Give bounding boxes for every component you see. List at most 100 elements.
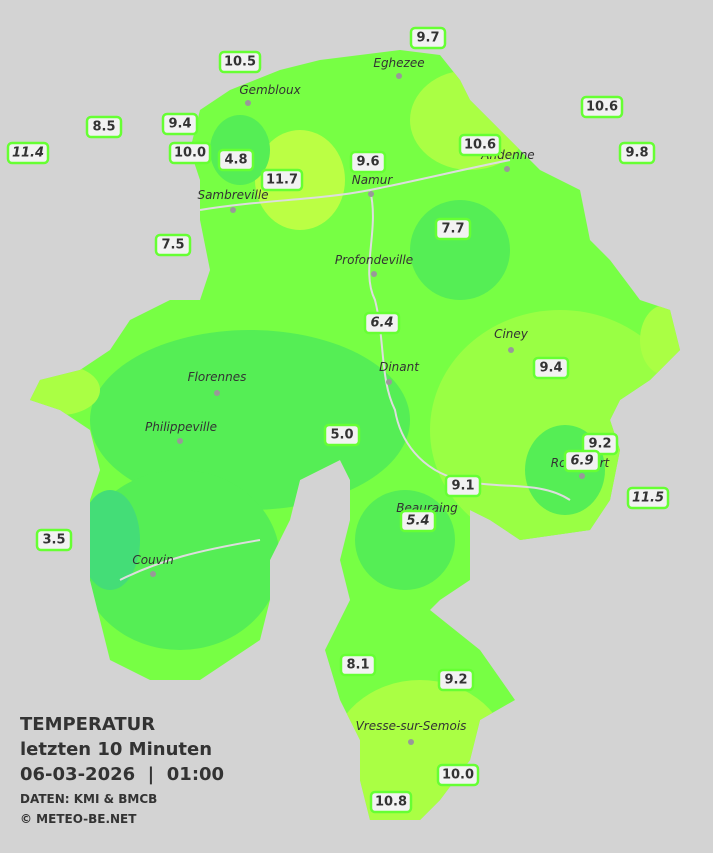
city-label: Sambreville bbox=[197, 188, 268, 202]
station-box bbox=[409, 26, 447, 50]
subtitle: letzten 10 Minuten bbox=[20, 739, 212, 760]
station-value: 8.1 bbox=[346, 658, 369, 673]
station-box bbox=[168, 141, 212, 165]
station-value: 5.4 bbox=[406, 514, 429, 529]
city-label: Ciney bbox=[494, 327, 529, 341]
station-value: 9.2 bbox=[588, 437, 611, 452]
city-label: Gembloux bbox=[239, 83, 301, 97]
station-box bbox=[437, 668, 475, 692]
station-box bbox=[217, 148, 255, 172]
station-value: 10.5 bbox=[224, 55, 256, 70]
station-value: 10.0 bbox=[442, 768, 474, 783]
city-dot bbox=[230, 207, 236, 213]
city-dot bbox=[214, 390, 220, 396]
station-value: 7.5 bbox=[161, 238, 184, 253]
city-dot bbox=[245, 100, 251, 106]
station: 9.1 bbox=[444, 474, 482, 498]
city-label: Florennes bbox=[188, 370, 247, 384]
city-dot bbox=[386, 379, 392, 385]
station-value: 11.7 bbox=[266, 173, 298, 188]
city-dot bbox=[408, 739, 414, 745]
station-value: 9.1 bbox=[451, 479, 474, 494]
station: 10.0 bbox=[436, 763, 480, 787]
station: 9.4 bbox=[532, 356, 570, 380]
station-box bbox=[154, 233, 192, 257]
station-box bbox=[363, 311, 401, 335]
station-value: 9.7 bbox=[416, 31, 439, 46]
station-box bbox=[339, 653, 377, 677]
station-box bbox=[532, 356, 570, 380]
station: 11.5 bbox=[626, 486, 670, 510]
station-box bbox=[6, 141, 50, 165]
station-value: 9.4 bbox=[168, 117, 191, 132]
station: 9.2 bbox=[437, 668, 475, 692]
city-label: Couvin bbox=[132, 553, 173, 567]
station-value: 10.0 bbox=[174, 146, 206, 161]
city-dot bbox=[371, 271, 377, 277]
station-box bbox=[349, 150, 387, 174]
station-value: 4.8 bbox=[224, 153, 247, 168]
station-box bbox=[580, 95, 624, 119]
station-box bbox=[626, 486, 670, 510]
station-box bbox=[618, 141, 656, 165]
city-dot bbox=[579, 473, 585, 479]
city-dot bbox=[504, 166, 510, 172]
station: 8.1 bbox=[339, 653, 377, 677]
station-value: 10.8 bbox=[375, 795, 407, 810]
station: 10.6 bbox=[458, 133, 502, 157]
station: 3.5 bbox=[35, 528, 73, 552]
station-value: 11.4 bbox=[12, 146, 44, 161]
station-box bbox=[323, 423, 361, 447]
city-dot bbox=[508, 347, 514, 353]
station-box bbox=[35, 528, 73, 552]
station: 9.8 bbox=[618, 141, 656, 165]
station: 9.6 bbox=[349, 150, 387, 174]
station-value: 6.9 bbox=[570, 454, 593, 469]
station-value: 9.6 bbox=[356, 155, 379, 170]
station: 10.0 bbox=[168, 141, 212, 165]
station-box bbox=[434, 217, 472, 241]
city-label: Vresse-sur-Semois bbox=[356, 719, 467, 733]
city-dot bbox=[396, 73, 402, 79]
station: 4.8 bbox=[217, 148, 255, 172]
station-box bbox=[399, 509, 437, 533]
station-value: 10.6 bbox=[586, 100, 618, 115]
station-value: 10.6 bbox=[464, 138, 496, 153]
station: 9.7 bbox=[409, 26, 447, 50]
station-box bbox=[436, 763, 480, 787]
city-dot bbox=[150, 571, 156, 577]
datetime: 06-03-2026 | 01:00 bbox=[20, 764, 224, 785]
station-box bbox=[260, 168, 304, 192]
station-value: 6.4 bbox=[370, 316, 393, 331]
city-label: Eghezee bbox=[373, 56, 424, 70]
station: 10.8 bbox=[369, 790, 413, 814]
city-dot bbox=[177, 438, 183, 444]
station: 11.4 bbox=[6, 141, 50, 165]
city-label: Philippeville bbox=[145, 420, 217, 434]
source: DATEN: KMI & BMCB bbox=[20, 792, 157, 806]
station-box bbox=[161, 112, 199, 136]
station: 11.7 bbox=[260, 168, 304, 192]
city-label: Profondeville bbox=[335, 253, 413, 267]
station-value: 9.2 bbox=[444, 673, 467, 688]
station: 6.9 bbox=[563, 449, 601, 473]
city-label: Dinant bbox=[379, 360, 420, 374]
station: 10.5 bbox=[218, 50, 262, 74]
station-value: 9.8 bbox=[625, 146, 648, 161]
station-box bbox=[369, 790, 413, 814]
station: 7.7 bbox=[434, 217, 472, 241]
station-value: 7.7 bbox=[441, 222, 464, 237]
station-value: 5.0 bbox=[330, 428, 353, 443]
station-value: 8.5 bbox=[92, 120, 115, 135]
title: TEMPERATUR bbox=[20, 714, 155, 735]
station-box bbox=[218, 50, 262, 74]
station: 10.6 bbox=[580, 95, 624, 119]
station-box bbox=[458, 133, 502, 157]
station: 8.5 bbox=[85, 115, 123, 139]
station-box bbox=[563, 449, 601, 473]
city-dot bbox=[368, 191, 374, 197]
city-label: Namur bbox=[352, 173, 394, 187]
station-value: 3.5 bbox=[42, 533, 65, 548]
station: 6.4 bbox=[363, 311, 401, 335]
